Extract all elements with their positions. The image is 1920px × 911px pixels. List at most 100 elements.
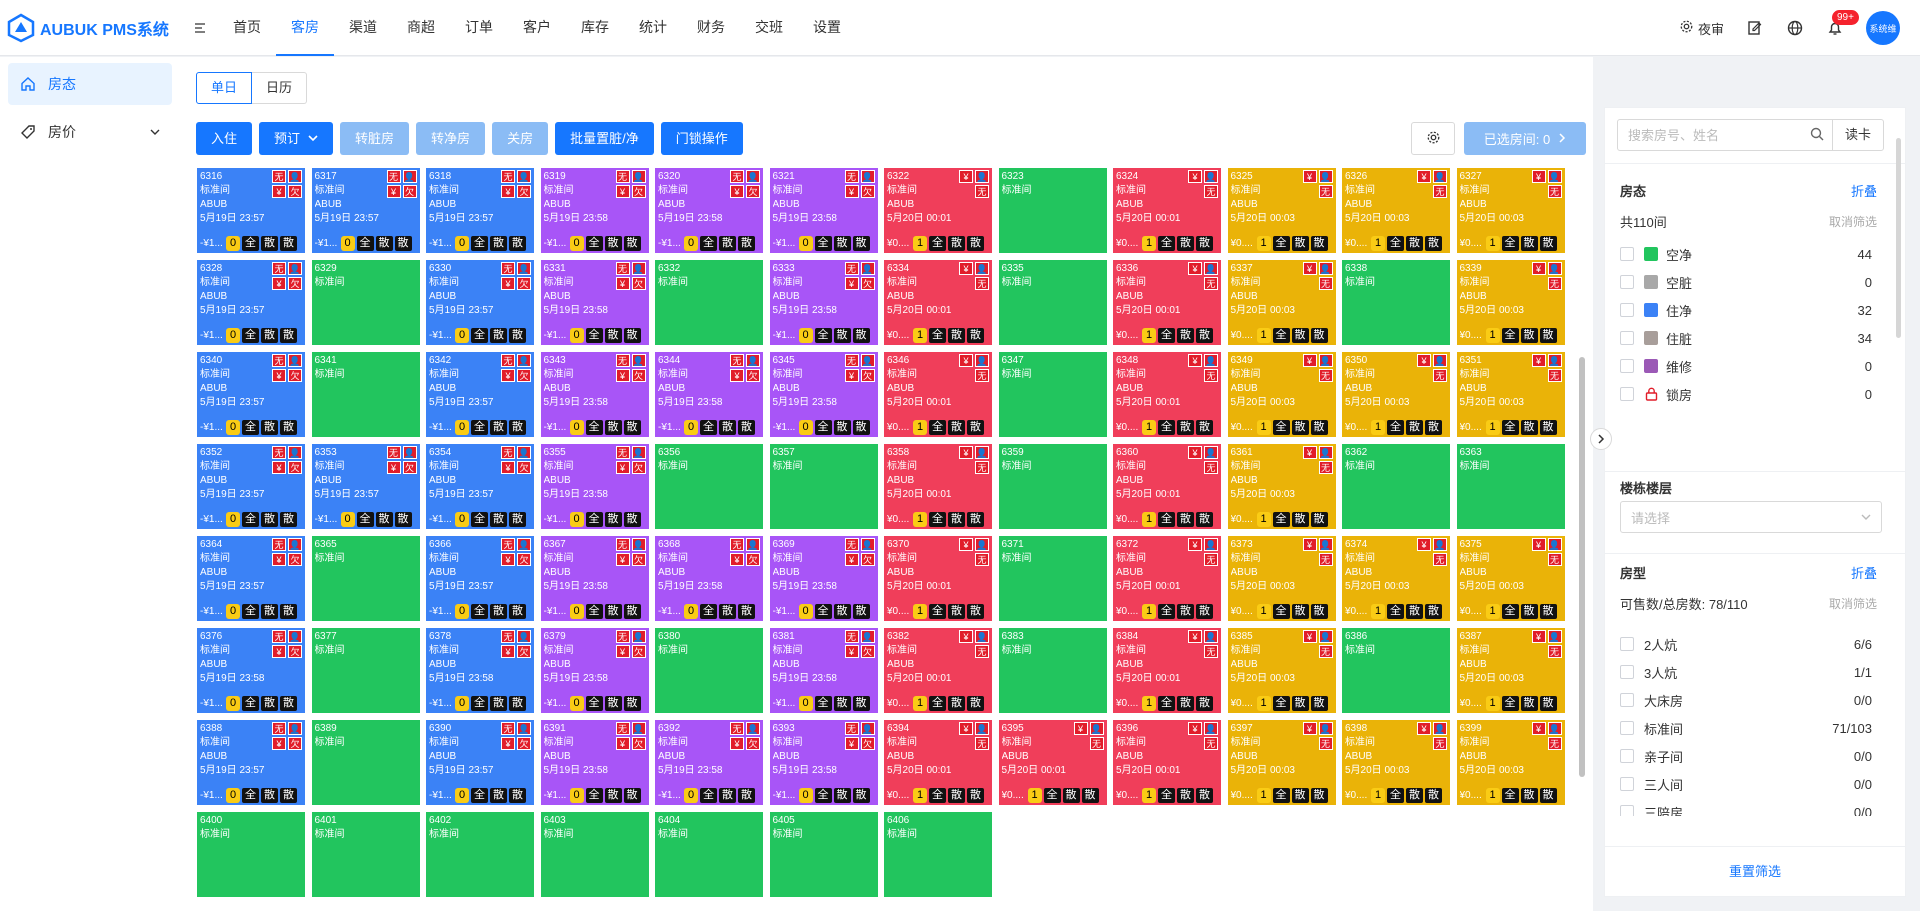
roomtype-filter-row[interactable]: 大床房 0/0: [1620, 690, 1872, 710]
room-card[interactable]: 6336 标准间 ABUB 5月20日 00:01 ¥ 👤 无 ¥0.... 1 全散散: [1113, 260, 1221, 345]
room-card[interactable]: 6375 标准间 ABUB 5月20日 00:03 ¥ 👤 无 ¥0.... 1 全散散: [1456, 536, 1565, 621]
room-card[interactable]: 6327 标准间 ABUB 5月20日 00:03 ¥ 👤 无 ¥0.... 1 全散散: [1456, 168, 1565, 253]
room-card[interactable]: 6402 标准间: [426, 812, 534, 897]
room-card[interactable]: 6317 标准间 ABUB 5月19日 23:57 无 👤 ¥ 欠 -¥1... 0 全散散: [311, 168, 420, 253]
room-card[interactable]: 6378 标准间 ABUB 5月19日 23:58 无 👤 ¥ 欠 -¥1... 0 全散散: [426, 628, 534, 713]
room-card[interactable]: 6341 标准间: [311, 352, 420, 437]
grid-scrollbar[interactable]: [1579, 357, 1585, 777]
room-card[interactable]: 6354 标准间 ABUB 5月19日 23:57 无 👤 ¥ 欠 -¥1... 0 全散散: [426, 444, 534, 529]
roomtype-fold-link[interactable]: 折叠: [1850, 566, 1877, 581]
roomtype-filter-row[interactable]: 2人炕 6/6: [1620, 634, 1872, 654]
room-card[interactable]: 6357 标准间: [769, 444, 878, 529]
batch-dirty-clean-button[interactable]: 批量置脏/净: [555, 122, 654, 155]
sidebar-item-room-status[interactable]: 房态: [8, 63, 172, 105]
logo[interactable]: AUBUK PMS系统: [0, 13, 190, 43]
room-card[interactable]: 6335 标准间: [998, 260, 1107, 345]
room-card[interactable]: 6371 标准间: [998, 536, 1107, 621]
room-card[interactable]: 6321 标准间 ABUB 5月19日 23:58 无 👤 ¥ 欠 -¥1... 0 全散散: [769, 168, 878, 253]
room-card[interactable]: 6385 标准间 ABUB 5月20日 00:03 ¥ 👤 无 ¥0.... 1 全散散: [1227, 628, 1336, 713]
status-filter-row[interactable]: 空脏 0: [1620, 272, 1872, 292]
menu-toggle-icon[interactable]: [190, 0, 210, 56]
room-card[interactable]: 6342 标准间 ABUB 5月19日 23:57 无 👤 ¥ 欠 -¥1... 0 全散散: [426, 352, 534, 437]
room-card[interactable]: 6353 标准间 ABUB 5月19日 23:57 无 👤 ¥ 欠 -¥1... 0 全散散: [311, 444, 420, 529]
to-clean-button[interactable]: 转净房: [416, 122, 486, 155]
room-card[interactable]: 6397 标准间 ABUB 5月20日 00:03 ¥ 👤 无 ¥0.... 1 全散散: [1227, 720, 1336, 805]
roomtype-filter-row[interactable]: 3人炕 1/1: [1620, 662, 1872, 682]
search-input[interactable]: [1628, 127, 1798, 143]
room-card[interactable]: 6373 标准间 ABUB 5月20日 00:03 ¥ 👤 无 ¥0.... 1 全散散: [1227, 536, 1336, 621]
avatar[interactable]: 系统维: [1866, 11, 1900, 45]
room-card[interactable]: 6329 标准间: [311, 260, 420, 345]
room-card[interactable]: 6356 标准间: [655, 444, 763, 529]
room-card[interactable]: 6360 标准间 ABUB 5月20日 00:01 ¥ 👤 无 ¥0.... 1 全散散: [1113, 444, 1221, 529]
door-lock-button[interactable]: 门锁操作: [660, 122, 743, 155]
panel-scrollbar[interactable]: [1896, 138, 1901, 338]
room-card[interactable]: 6350 标准间 ABUB 5月20日 00:03 ¥ 👤 无 ¥0.... 1 全散散: [1342, 352, 1450, 437]
room-card[interactable]: 6361 标准间 ABUB 5月20日 00:03 ¥ 👤 无 ¥0.... 1 全散散: [1227, 444, 1336, 529]
room-card[interactable]: 6364 标准间 ABUB 5月19日 23:57 无 👤 ¥ 欠 -¥1... 0 全散散: [197, 536, 305, 621]
nav-item-7[interactable]: 统计: [639, 18, 667, 35]
nav-item-6[interactable]: 库存: [581, 18, 609, 35]
room-card[interactable]: 6324 标准间 ABUB 5月20日 00:01 ¥ 👤 无 ¥0.... 1 全散散: [1113, 168, 1221, 253]
nav-item-9[interactable]: 交班: [755, 18, 783, 35]
room-card[interactable]: 6365 标准间: [311, 536, 420, 621]
room-card[interactable]: 6332 标准间: [655, 260, 763, 345]
room-card[interactable]: 6343 标准间 ABUB 5月19日 23:58 无 👤 ¥ 欠 -¥1... 0 全散散: [540, 352, 649, 437]
room-card[interactable]: 6372 标准间 ABUB 5月20日 00:01 ¥ 👤 无 ¥0.... 1 全散散: [1113, 536, 1221, 621]
selected-rooms-button[interactable]: 已选房间: 0: [1464, 122, 1586, 155]
room-card[interactable]: 6328 标准间 ABUB 5月19日 23:57 无 👤 ¥ 欠 -¥1... 0 全散散: [197, 260, 305, 345]
room-card[interactable]: 6326 标准间 ABUB 5月20日 00:03 ¥ 👤 无 ¥0.... 1 全散散: [1342, 168, 1450, 253]
checkbox[interactable]: [1620, 359, 1634, 373]
status-filter-row[interactable]: 锁房 0: [1620, 384, 1872, 404]
checkbox[interactable]: [1620, 665, 1634, 679]
room-card[interactable]: 6390 标准间 ABUB 5月19日 23:57 无 👤 ¥ 欠 -¥1... 0 全散散: [426, 720, 534, 805]
room-card[interactable]: 6318 标准间 ABUB 5月19日 23:57 无 👤 ¥ 欠 -¥1... 0 全散散: [426, 168, 534, 253]
room-card[interactable]: 6320 标准间 ABUB 5月19日 23:58 无 👤 ¥ 欠 -¥1... 0 全散散: [655, 168, 763, 253]
sidebar-item-room-price[interactable]: 房价: [8, 111, 172, 153]
room-card[interactable]: 6345 标准间 ABUB 5月19日 23:58 无 👤 ¥ 欠 -¥1... 0 全散散: [769, 352, 878, 437]
room-card[interactable]: 6403 标准间: [540, 812, 649, 897]
room-card[interactable]: 6351 标准间 ABUB 5月20日 00:03 ¥ 👤 无 ¥0.... 1 全散散: [1456, 352, 1565, 437]
room-card[interactable]: 6380 标准间: [655, 628, 763, 713]
status-filter-row[interactable]: 住脏 34: [1620, 328, 1872, 348]
room-card[interactable]: 6340 标准间 ABUB 5月19日 23:57 无 👤 ¥ 欠 -¥1... 0 全散散: [197, 352, 305, 437]
room-card[interactable]: 6392 标准间 ABUB 5月19日 23:58 无 👤 ¥ 欠 -¥1... 0 全散散: [655, 720, 763, 805]
nav-item-8[interactable]: 财务: [697, 18, 725, 35]
room-card[interactable]: 6383 标准间: [998, 628, 1107, 713]
read-card-button[interactable]: 读卡: [1832, 119, 1884, 151]
status-filter-row[interactable]: 维修 0: [1620, 356, 1872, 376]
room-card[interactable]: 6330 标准间 ABUB 5月19日 23:57 无 👤 ¥ 欠 -¥1... 0 全散散: [426, 260, 534, 345]
status-filter-row[interactable]: 空净 44: [1620, 244, 1872, 264]
checkbox[interactable]: [1620, 749, 1634, 763]
room-card[interactable]: 6349 标准间 ABUB 5月20日 00:03 ¥ 👤 无 ¥0.... 1 全散散: [1227, 352, 1336, 437]
roomtype-clear-filter[interactable]: 取消筛选: [1828, 597, 1877, 611]
room-card[interactable]: 6344 标准间 ABUB 5月19日 23:58 无 👤 ¥ 欠 -¥1... 0 全散散: [655, 352, 763, 437]
room-card[interactable]: 6325 标准间 ABUB 5月20日 00:03 ¥ 👤 无 ¥0.... 1 全散散: [1227, 168, 1336, 253]
room-card[interactable]: 6322 标准间 ABUB 5月20日 00:01 ¥ 👤 无 ¥0.... 1 全散散: [884, 168, 992, 253]
room-card[interactable]: 6384 标准间 ABUB 5月20日 00:01 ¥ 👤 无 ¥0.... 1 全散散: [1113, 628, 1221, 713]
bell-icon[interactable]: 99+: [1826, 10, 1859, 37]
room-card[interactable]: 6394 标准间 ABUB 5月20日 00:01 ¥ 👤 无 ¥0.... 1 全散散: [884, 720, 992, 805]
room-card[interactable]: 6346 标准间 ABUB 5月20日 00:01 ¥ 👤 无 ¥0.... 1 全散散: [884, 352, 992, 437]
roomtype-filter-row[interactable]: 标准间 71/103: [1620, 718, 1872, 738]
room-card[interactable]: 6352 标准间 ABUB 5月19日 23:57 无 👤 ¥ 欠 -¥1... 0 全散散: [197, 444, 305, 529]
room-card[interactable]: 6366 标准间 ABUB 5月19日 23:57 无 👤 ¥ 欠 -¥1... 0 全散散: [426, 536, 534, 621]
checkbox[interactable]: [1620, 777, 1634, 791]
room-card[interactable]: 6363 标准间: [1456, 444, 1565, 529]
roomtype-filter-row[interactable]: 三陪房 0/0: [1620, 802, 1872, 816]
nav-item-10[interactable]: 设置: [813, 18, 841, 35]
night-audit-button[interactable]: 夜审: [1679, 19, 1724, 38]
room-card[interactable]: 6382 标准间 ABUB 5月20日 00:01 ¥ 👤 无 ¥0.... 1 全散散: [884, 628, 992, 713]
room-card[interactable]: 6374 标准间 ABUB 5月20日 00:03 ¥ 👤 无 ¥0.... 1 全散散: [1342, 536, 1450, 621]
checkbox[interactable]: [1620, 275, 1634, 289]
room-card[interactable]: 6387 标准间 ABUB 5月20日 00:03 ¥ 👤 无 ¥0.... 1 全散散: [1456, 628, 1565, 713]
reset-filter-button[interactable]: 重置筛选: [1605, 846, 1905, 896]
room-card[interactable]: 6331 标准间 ABUB 5月19日 23:58 无 👤 ¥ 欠 -¥1... 0 全散散: [540, 260, 649, 345]
checkbox[interactable]: [1620, 247, 1634, 261]
close-room-button[interactable]: 关房: [492, 122, 549, 155]
room-card[interactable]: 6393 标准间 ABUB 5月19日 23:58 无 👤 ¥ 欠 -¥1... 0 全散散: [769, 720, 878, 805]
room-card[interactable]: 6333 标准间 ABUB 5月19日 23:58 无 👤 ¥ 欠 -¥1... 0 全散散: [769, 260, 878, 345]
room-card[interactable]: 6389 标准间: [311, 720, 420, 805]
room-card[interactable]: 6398 标准间 ABUB 5月20日 00:03 ¥ 👤 无 ¥0.... 1 全散散: [1342, 720, 1450, 805]
roomtype-filter-row[interactable]: 亲子间 0/0: [1620, 746, 1872, 766]
